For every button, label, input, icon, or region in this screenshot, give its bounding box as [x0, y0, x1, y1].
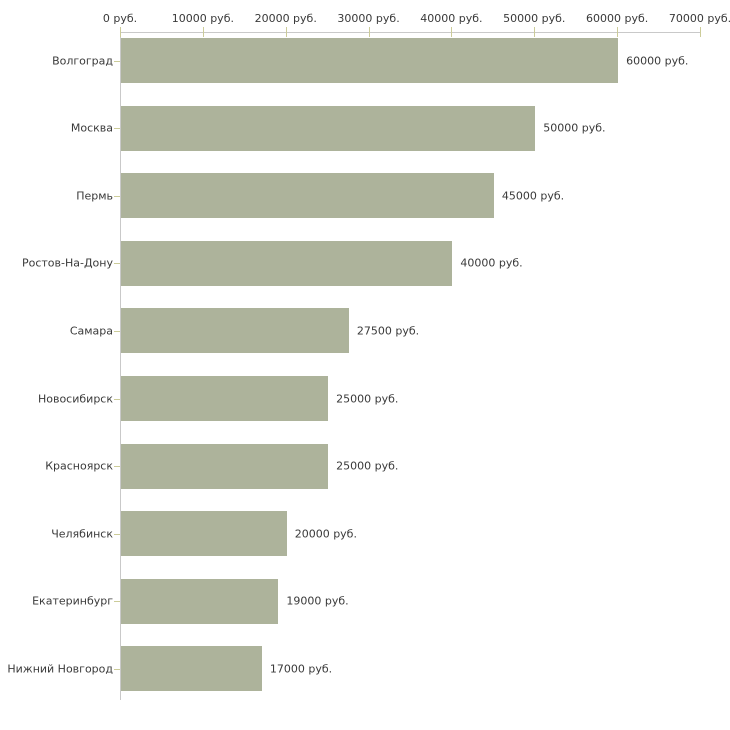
y-axis-tick: [114, 533, 120, 535]
y-axis-tick: [114, 668, 120, 670]
category-label: Екатеринбург: [32, 594, 113, 608]
bar: [121, 511, 287, 557]
y-axis-tick: [114, 466, 120, 468]
bar: [121, 376, 329, 421]
x-axis-tick-label: 40000 руб.: [420, 12, 483, 25]
value-label: 20000 руб.: [294, 527, 357, 541]
y-axis-tick: [114, 398, 120, 400]
y-axis-line: [120, 32, 121, 700]
value-label: 19000 руб.: [286, 594, 349, 608]
value-label: 45000 руб.: [501, 189, 565, 203]
category-label: Красноярск: [45, 459, 113, 473]
value-label: 25000 руб.: [336, 392, 399, 405]
category-label: Самара: [69, 324, 113, 338]
x-axis-tick-label: 0 руб.: [102, 12, 138, 25]
x-axis-tick-label: 20000 руб.: [254, 12, 317, 25]
x-axis-tick-label: 10000 руб.: [171, 12, 234, 25]
bar: [121, 173, 494, 219]
x-axis-tick-label: 60000 руб.: [586, 12, 649, 25]
x-axis-tick: [285, 27, 287, 37]
x-axis-tick: [120, 27, 121, 37]
bar: [121, 38, 619, 83]
y-axis-tick: [114, 128, 120, 130]
value-label: 27500 руб.: [356, 324, 420, 338]
value-label: 50000 руб.: [543, 121, 606, 135]
bar: [121, 105, 536, 151]
x-axis-line: [120, 32, 700, 33]
bar: [121, 578, 279, 624]
value-label: 25000 руб.: [336, 459, 399, 473]
x-axis-tick-label: 50000 руб.: [503, 12, 566, 25]
bar: [121, 308, 349, 354]
value-label: 17000 руб.: [269, 662, 333, 676]
value-label: 40000 руб.: [460, 256, 523, 270]
x-axis-tick-label: 70000 руб.: [668, 12, 730, 25]
bar: [121, 646, 262, 692]
x-axis-tick: [700, 27, 701, 37]
y-axis-tick: [114, 60, 120, 62]
category-label: Москва: [70, 121, 113, 135]
x-axis-tick: [451, 27, 453, 37]
bar: [121, 443, 329, 489]
bar: [121, 240, 453, 286]
x-axis-tick-label: 30000 руб.: [337, 12, 400, 25]
x-axis-tick: [368, 27, 370, 37]
y-axis-tick: [114, 195, 120, 197]
category-label: Ростов-На-Дону: [21, 256, 113, 270]
y-axis-tick: [114, 601, 120, 603]
category-label: Пермь: [76, 189, 113, 203]
category-label: Новосибирск: [37, 392, 113, 405]
x-axis-tick: [534, 27, 536, 37]
category-label: Нижний Новгород: [7, 662, 113, 676]
category-label: Волгоград: [52, 54, 113, 67]
x-axis-tick: [617, 27, 619, 37]
category-label: Челябинск: [51, 527, 113, 541]
y-axis-tick: [114, 263, 120, 265]
x-axis-tick: [202, 27, 204, 37]
y-axis-tick: [114, 330, 120, 332]
value-label: 60000 руб.: [626, 54, 689, 67]
